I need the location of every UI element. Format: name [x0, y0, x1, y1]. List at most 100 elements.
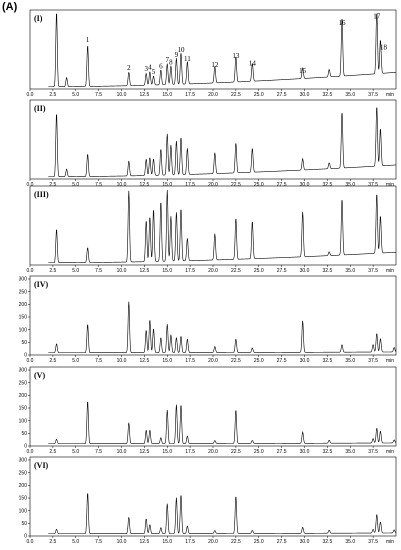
x-tick-label: 27.5 — [277, 92, 287, 98]
x-tick-label: 22.5 — [231, 268, 241, 274]
peak-label: 4 — [148, 64, 152, 72]
x-tick-label: 35.0 — [345, 92, 355, 98]
x-tick-label: 15.0 — [162, 268, 172, 274]
x-tick-label: 32.5 — [323, 182, 333, 188]
x-tick-label: 25.0 — [254, 358, 264, 364]
x-tick-label: 10.0 — [117, 539, 127, 545]
x-unit-label: min — [386, 358, 394, 364]
panel-label: (VI) — [34, 461, 49, 470]
y-tick-label: 0 — [24, 534, 27, 540]
peak-label: 13 — [232, 52, 240, 60]
x-tick-label: 20.0 — [208, 92, 218, 98]
x-tick-label: 27.5 — [277, 449, 287, 455]
x-tick-label: 15.0 — [162, 358, 172, 364]
panel-frame — [29, 456, 397, 537]
x-tick-label: 27.5 — [277, 182, 287, 188]
peak-label: 15 — [299, 67, 307, 75]
x-tick-label: 7.5 — [95, 92, 102, 98]
x-tick-label: 32.5 — [323, 358, 333, 364]
x-tick-label: 0.0 — [27, 358, 34, 364]
x-unit-label: min — [386, 92, 394, 98]
chromatogram-trace — [48, 189, 397, 264]
y-tick-label: 200 — [19, 483, 28, 489]
peak-label: 2 — [127, 64, 131, 72]
panel-frame — [29, 366, 397, 447]
x-tick-label: 17.5 — [185, 268, 195, 274]
peak-label: 10 — [177, 46, 185, 54]
peak-label: 16 — [339, 19, 347, 27]
peak-label: 11 — [184, 55, 191, 63]
x-tick-label: 7.5 — [95, 268, 102, 274]
y-tick-label: 100 — [19, 508, 28, 514]
x-tick-label: 35.0 — [345, 539, 355, 545]
x-tick-label: 0.0 — [27, 449, 34, 455]
x-tick-label: 7.5 — [95, 358, 102, 364]
x-tick-label: 22.5 — [231, 92, 241, 98]
y-tick-label: 150 — [19, 496, 28, 502]
peak-label: 1 — [86, 36, 90, 44]
x-tick-label: 37.5 — [368, 92, 378, 98]
x-tick-label: 7.5 — [95, 539, 102, 545]
x-unit-label: min — [386, 539, 394, 545]
x-tick-label: 10.0 — [117, 92, 127, 98]
chromatogram-trace — [48, 301, 397, 354]
x-tick-label: 17.5 — [185, 449, 195, 455]
x-tick-label: 22.5 — [231, 358, 241, 364]
x-tick-label: 5.0 — [72, 539, 79, 545]
x-tick-label: 5.0 — [72, 449, 79, 455]
x-tick-label: 17.5 — [185, 92, 195, 98]
x-tick-label: 10.0 — [117, 182, 127, 188]
x-tick-label: 17.5 — [185, 182, 195, 188]
x-tick-label: 20.0 — [208, 268, 218, 274]
peak-label: 9 — [175, 51, 179, 59]
peak-label: 17 — [373, 13, 381, 21]
x-tick-label: 2.5 — [49, 539, 56, 545]
x-tick-label: 25.0 — [254, 268, 264, 274]
x-tick-label: 27.5 — [277, 268, 287, 274]
x-tick-label: 32.5 — [323, 449, 333, 455]
x-tick-label: 20.0 — [208, 449, 218, 455]
x-tick-label: 30.0 — [300, 182, 310, 188]
y-tick-label: 250 — [19, 470, 28, 476]
y-tick-label: 100 — [19, 418, 28, 424]
x-tick-label: 10.0 — [117, 358, 127, 364]
x-tick-label: 37.5 — [368, 449, 378, 455]
x-tick-label: 12.5 — [140, 92, 150, 98]
y-tick-label: 100 — [19, 327, 28, 333]
panel-label: (III) — [34, 190, 49, 199]
y-tick-label: 0 — [24, 444, 27, 450]
peak-label: 5 — [152, 68, 156, 76]
x-tick-label: 2.5 — [49, 92, 56, 98]
x-tick-label: 32.5 — [323, 268, 333, 274]
x-tick-label: 27.5 — [277, 539, 287, 545]
x-tick-label: 2.5 — [49, 358, 56, 364]
x-tick-label: 30.0 — [300, 92, 310, 98]
x-unit-label: min — [386, 449, 394, 455]
x-tick-label: 12.5 — [140, 449, 150, 455]
peak-label: 6 — [159, 62, 163, 70]
x-tick-label: 12.5 — [140, 539, 150, 545]
x-tick-label: 37.5 — [368, 539, 378, 545]
x-tick-label: 30.0 — [300, 539, 310, 545]
y-tick-label: 250 — [19, 380, 28, 386]
x-unit-label: min — [386, 182, 394, 188]
x-tick-label: 22.5 — [231, 539, 241, 545]
y-tick-label: 50 — [21, 521, 27, 527]
x-tick-label: 25.0 — [254, 92, 264, 98]
peak-label: 14 — [249, 59, 257, 67]
y-tick-label: 0 — [24, 353, 27, 359]
y-tick-label: 300 — [19, 277, 28, 283]
x-tick-label: 37.5 — [368, 358, 378, 364]
y-tick-label: 150 — [19, 406, 28, 412]
peak-label: 18 — [380, 43, 388, 51]
x-tick-label: 32.5 — [323, 92, 333, 98]
x-tick-label: 25.0 — [254, 182, 264, 188]
x-tick-label: 22.5 — [231, 182, 241, 188]
y-tick-label: 300 — [19, 458, 28, 464]
panel-label: (V) — [34, 371, 45, 380]
x-tick-label: 37.5 — [368, 268, 378, 274]
panel-label: (IV) — [34, 280, 49, 289]
x-tick-label: 30.0 — [300, 449, 310, 455]
x-tick-label: 7.5 — [95, 449, 102, 455]
